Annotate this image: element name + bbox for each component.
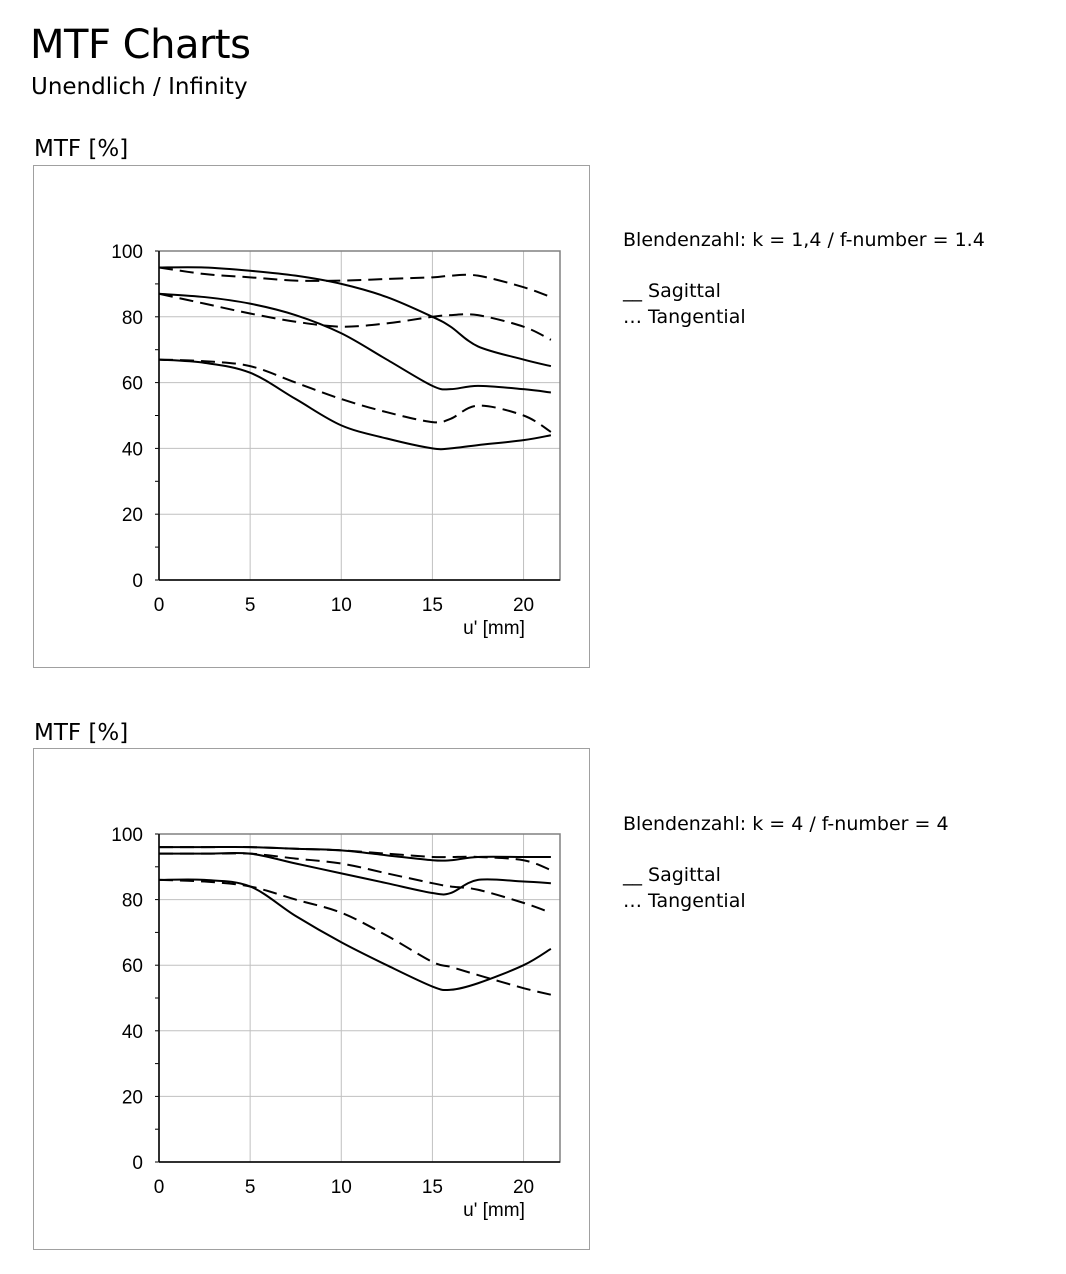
tangential-series-line-4 bbox=[158, 292, 552, 341]
y-tick-label: 100 bbox=[111, 242, 143, 263]
legend-sagittal: __ Sagittal bbox=[623, 280, 721, 302]
chart2-frame bbox=[33, 748, 590, 1250]
legend-tangential: … Tangential bbox=[623, 890, 746, 912]
legend-sagittal: __ Sagittal bbox=[623, 864, 721, 886]
legend-tangential: … Tangential bbox=[623, 306, 746, 328]
y-tick-label: 0 bbox=[132, 571, 143, 592]
sagittal-series-line-1 bbox=[158, 266, 552, 368]
chart1-frame bbox=[33, 165, 590, 668]
y-tick-label: 80 bbox=[122, 308, 143, 329]
x-tick-label: 20 bbox=[513, 595, 534, 616]
chart1-caption: Blendenzahl: k = 1,4 / f-number = 1.4 bbox=[623, 229, 985, 251]
sagittal-series-line-3 bbox=[158, 292, 552, 394]
chart1-ylabel: MTF [%] bbox=[34, 136, 129, 162]
x-tick-label: 15 bbox=[422, 595, 443, 616]
x-tick-label: 5 bbox=[245, 595, 256, 616]
page-title: MTF Charts bbox=[30, 22, 251, 68]
chart1-info: Blendenzahl: k = 1,4 / f-number = 1.4 __… bbox=[623, 227, 985, 330]
sagittal-series-line-5 bbox=[158, 358, 552, 451]
tangential-series-line-6 bbox=[158, 358, 552, 433]
y-tick-label: 40 bbox=[122, 439, 143, 460]
x-tick-label: 0 bbox=[154, 595, 165, 616]
x-tick-label: 10 bbox=[331, 595, 352, 616]
tangential-series-line-2 bbox=[158, 266, 552, 299]
y-tick-label: 60 bbox=[122, 374, 143, 395]
page-subtitle: Unendlich / Infinity bbox=[31, 74, 248, 100]
chart2-info: Blendenzahl: k = 4 / f-number = 4 __ Sag… bbox=[623, 811, 949, 914]
chart2-caption: Blendenzahl: k = 4 / f-number = 4 bbox=[623, 813, 949, 835]
chart2-ylabel: MTF [%] bbox=[34, 720, 129, 746]
plot-border bbox=[158, 250, 561, 581]
x-axis-label: u' [mm] bbox=[463, 618, 525, 639]
y-tick-label: 20 bbox=[122, 505, 143, 526]
